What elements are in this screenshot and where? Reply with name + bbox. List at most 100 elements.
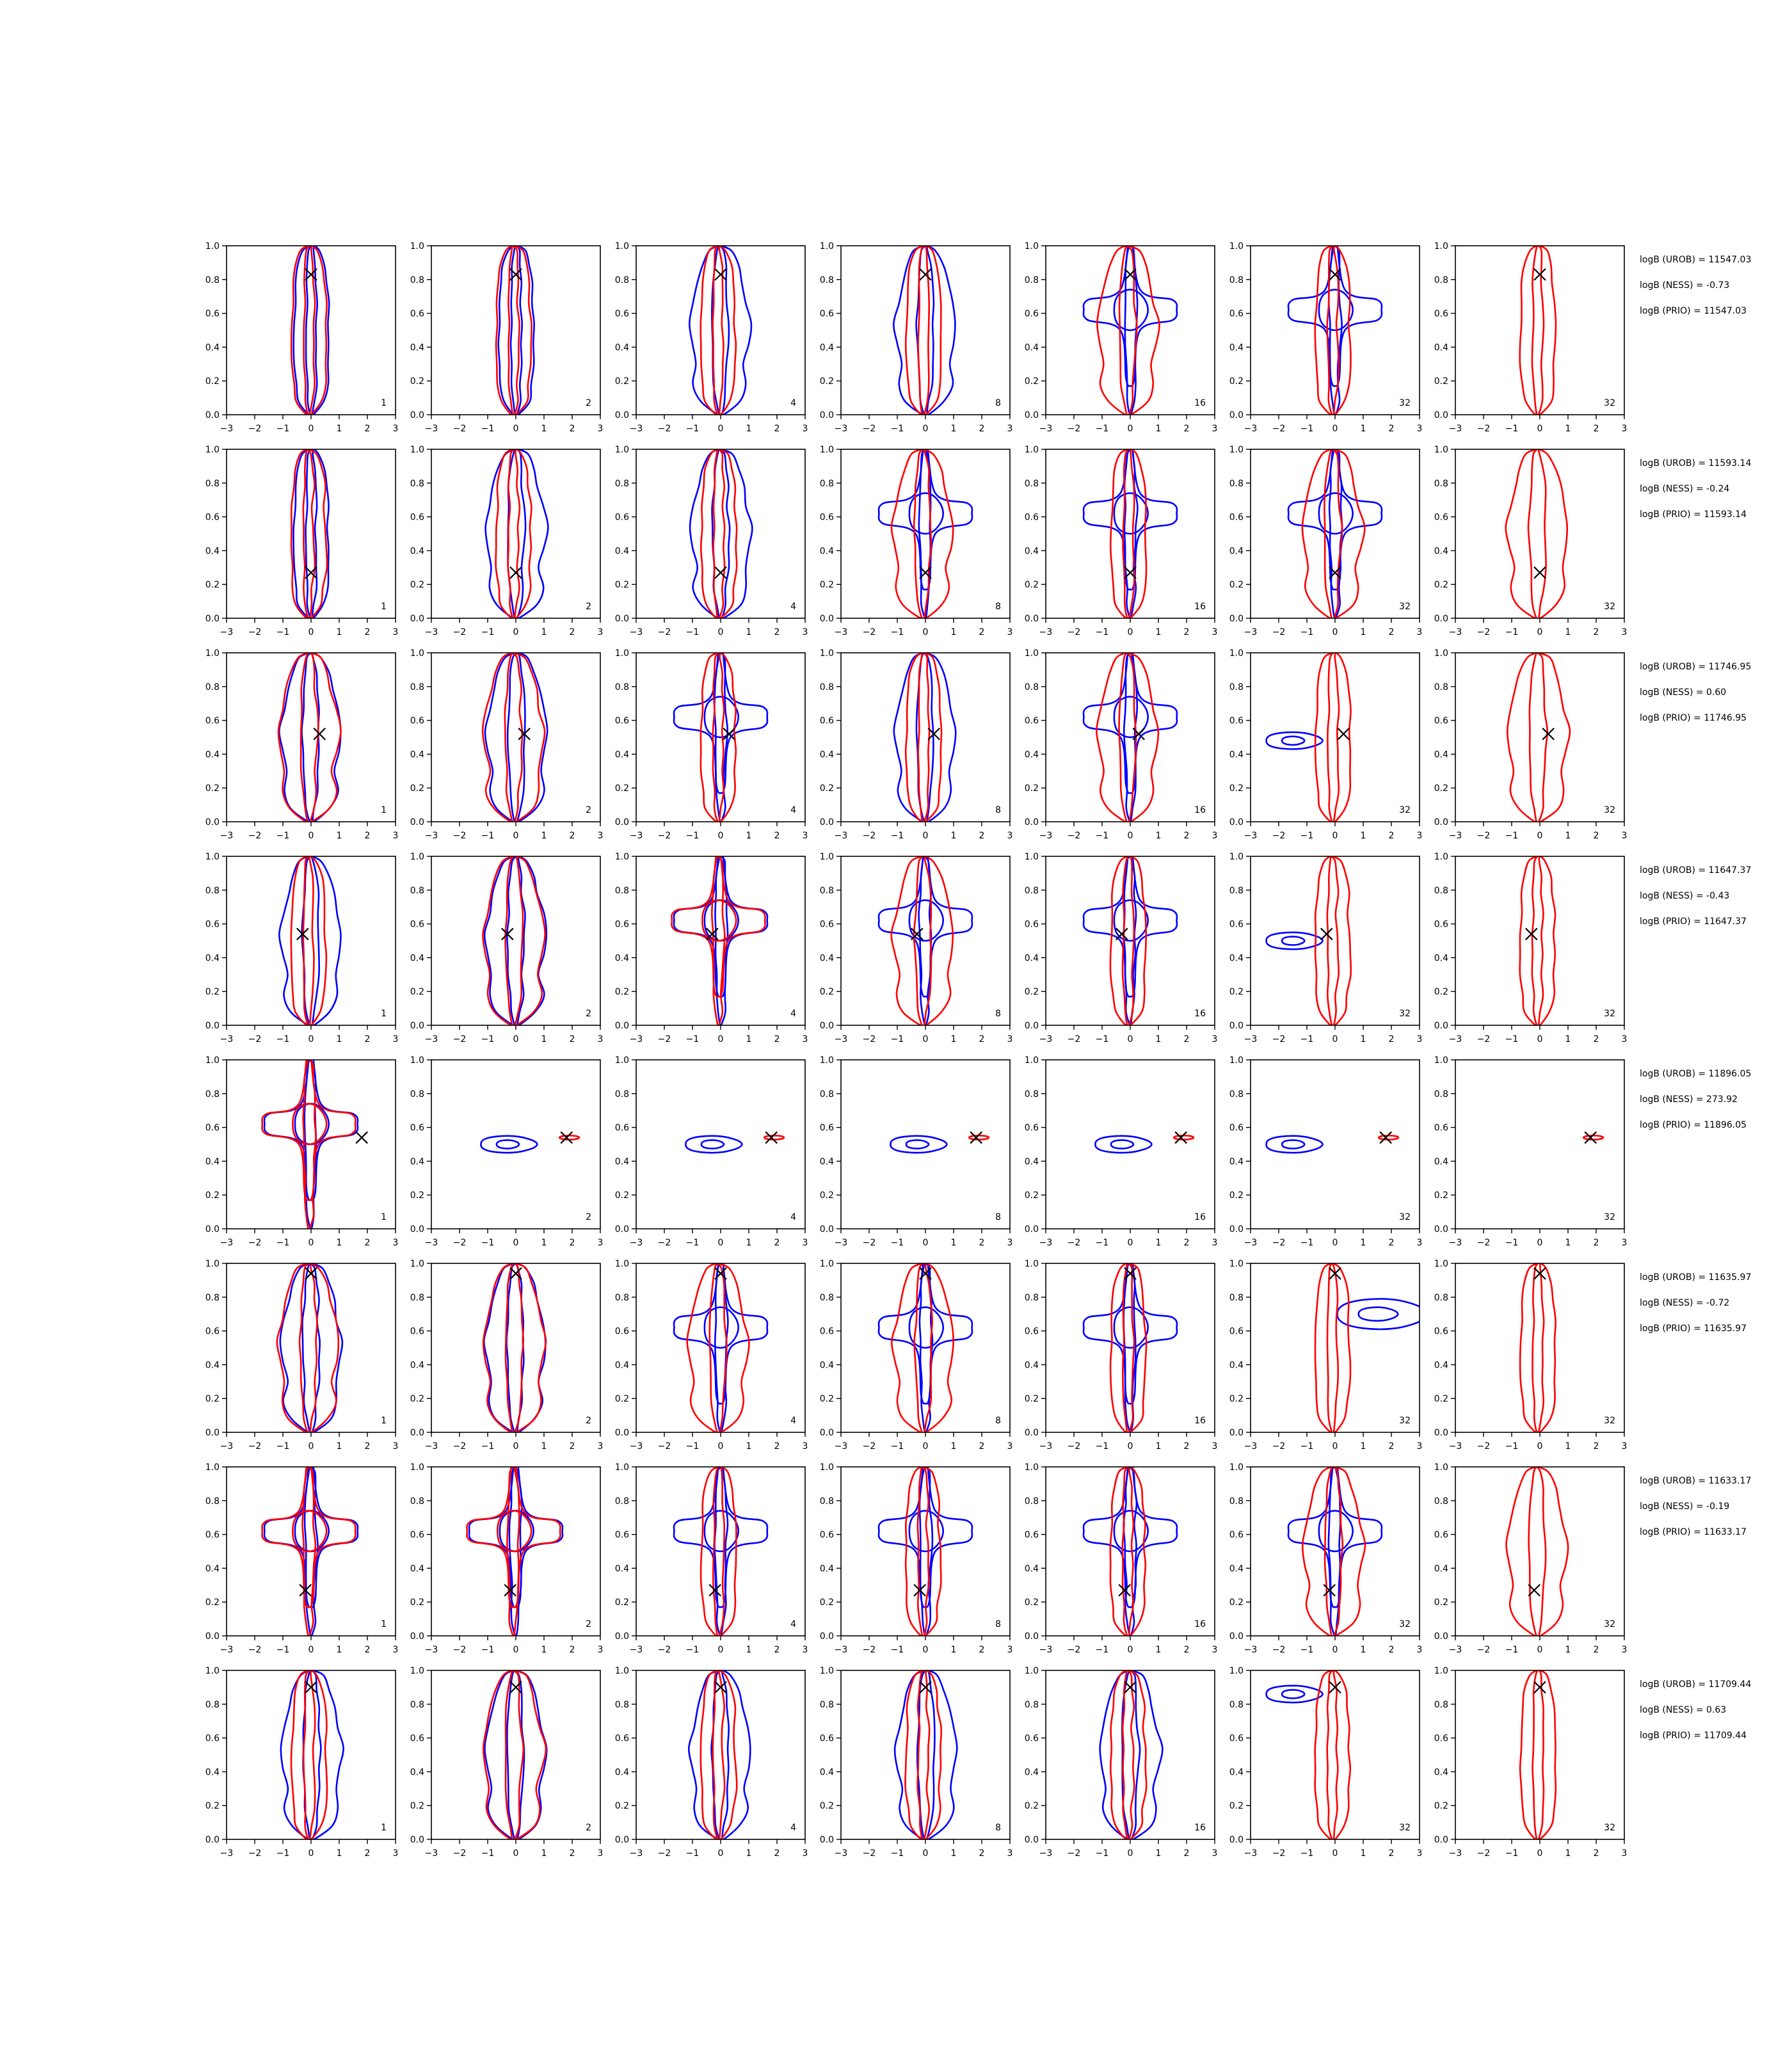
x-tick-label: 0 <box>1537 1034 1543 1044</box>
plot-area <box>1082 1467 1178 1636</box>
y-tick-label: 0.4 <box>1229 749 1244 760</box>
x-tick-label: 2 <box>1184 627 1190 637</box>
y-tick-label: 0.6 <box>1434 1734 1448 1744</box>
x-tick-label: 1 <box>1156 1441 1162 1452</box>
x-tick-label: 0 <box>923 1645 929 1655</box>
x-tick-label: −1 <box>686 1441 700 1452</box>
plot-area <box>482 1263 547 1432</box>
plot-area <box>484 449 549 618</box>
y-tick-label: 0.8 <box>820 1496 834 1507</box>
plot-area <box>1519 1670 1557 1839</box>
y-tick-label: 0.6 <box>1434 513 1448 523</box>
x-tick-label: −3 <box>1039 627 1053 637</box>
y-tick-label: 0.2 <box>205 1394 220 1404</box>
y-tick-label: 0.6 <box>820 716 834 726</box>
panel-r8-c7: −3 −2 −1 0 1 2 3 0.0 0.2 0.4 0.6 0.8 1.0 32 <box>1434 1666 1628 1859</box>
contour-red-1 <box>1301 1467 1366 1636</box>
x-tick-label: −2 <box>453 1848 467 1859</box>
y-tick-label: 0.6 <box>615 920 629 930</box>
x-tick-label: −2 <box>658 1848 671 1859</box>
x-tick-label: −1 <box>481 1848 495 1859</box>
y-tick-label: 1.0 <box>615 1462 629 1473</box>
contour-red-1 <box>290 449 328 618</box>
y-tick-label: 0.6 <box>615 513 629 523</box>
contour-red-2 <box>302 449 316 618</box>
y-tick-label: 0.0 <box>820 1224 834 1235</box>
x-tick-label: 3 <box>803 1238 808 1248</box>
y-tick-label: 0.6 <box>1025 1327 1039 1337</box>
contour-red-1 <box>1314 653 1352 822</box>
panel-r4-c5: −3 −2 −1 0 1 2 3 0.0 0.2 0.4 0.6 0.8 1.0 16 <box>1025 852 1218 1044</box>
panel-label: 4 <box>790 1619 796 1629</box>
contour-red-2 <box>1532 1263 1545 1432</box>
x-tick-label: −2 <box>1477 1034 1491 1044</box>
marker-x <box>765 1131 778 1144</box>
x-tick-label: −1 <box>891 1848 904 1859</box>
contour-red-2 <box>1326 1263 1340 1432</box>
contour-blue-1 <box>292 246 330 415</box>
x-tick-label: −2 <box>1068 831 1081 841</box>
y-tick-label: 0.6 <box>1025 513 1039 523</box>
x-tick-label: −3 <box>220 1848 234 1859</box>
axes-frame <box>840 245 1011 415</box>
x-tick-label: −1 <box>1300 1848 1314 1859</box>
y-tick-label: 0.6 <box>1229 309 1244 319</box>
logb-stat-2: logB (NESS) = 0.63 <box>1640 1705 1726 1715</box>
x-tick-label: 0 <box>513 1034 519 1044</box>
y-tick-label: 0.4 <box>820 1360 834 1370</box>
x-tick-label: 2 <box>1184 1848 1190 1859</box>
x-tick-label: 2 <box>979 831 985 841</box>
panel-label: 1 <box>381 1823 387 1833</box>
y-tick-label: 0.8 <box>1229 886 1244 896</box>
y-tick-label: 1.0 <box>1229 1462 1244 1473</box>
y-tick-label: 0.4 <box>1025 1360 1039 1370</box>
y-tick-label: 0.0 <box>1434 1428 1448 1438</box>
y-tick-label: 0.4 <box>615 953 629 963</box>
y-tick-label: 1.0 <box>1434 1462 1448 1473</box>
y-tick-label: 0.8 <box>205 479 220 489</box>
x-tick-label: −3 <box>425 1238 438 1248</box>
marker-x <box>1533 566 1546 579</box>
x-tick-label: 2 <box>1389 1848 1395 1859</box>
x-tick-label: −1 <box>1096 1238 1109 1248</box>
x-tick-label: 1 <box>951 424 957 434</box>
x-tick-label: 1 <box>746 627 752 637</box>
panel-label: 1 <box>381 805 387 815</box>
x-tick-label: 0 <box>1332 1848 1338 1859</box>
x-tick-label: 0 <box>718 1238 724 1248</box>
contour-red-2 <box>1324 449 1343 618</box>
marker-x <box>970 1131 982 1144</box>
marker-x <box>355 1131 368 1144</box>
panel-label: 32 <box>1399 805 1411 815</box>
y-tick-label: 0.2 <box>1025 783 1039 794</box>
logb-stat-2: logB (NESS) = -0.72 <box>1640 1298 1729 1308</box>
y-tick-label: 0.4 <box>205 546 220 556</box>
x-tick-label: 1 <box>1156 1645 1162 1655</box>
y-tick-label: 0.8 <box>1025 1089 1039 1100</box>
x-tick-label: −1 <box>891 627 904 637</box>
marker-x <box>509 268 522 281</box>
contour-blue-1 <box>673 1263 769 1405</box>
contour-blue-1 <box>484 653 548 822</box>
contour-blue-1 <box>1082 1263 1178 1405</box>
x-tick-label: −2 <box>453 1441 467 1452</box>
contour-blue-2 <box>305 449 318 618</box>
x-tick-label: 2 <box>979 1441 985 1452</box>
y-tick-label: 0.4 <box>410 749 424 760</box>
panel-label: 1 <box>381 1619 387 1629</box>
y-tick-label: 0.6 <box>1025 1123 1039 1133</box>
y-tick-label: 1.0 <box>410 1055 424 1066</box>
y-tick-label: 0.0 <box>820 1428 834 1438</box>
logb-stat-3: logB (PRIO) = 11896.05 <box>1640 1120 1747 1130</box>
x-tick-label: 2 <box>1594 627 1599 637</box>
contour-blue-2 <box>1281 1689 1306 1699</box>
y-tick-label: 0.4 <box>820 546 834 556</box>
y-tick-label: 0.2 <box>1229 1190 1244 1201</box>
y-tick-label: 0.0 <box>1434 1224 1448 1235</box>
panel-label: 32 <box>1604 1009 1615 1019</box>
y-tick-label: 0.6 <box>1229 1734 1244 1744</box>
y-tick-label: 0.6 <box>205 309 220 319</box>
y-tick-label: 0.8 <box>820 682 834 692</box>
x-tick-label: 1 <box>541 1034 547 1044</box>
panel-r4-c4: −3 −2 −1 0 1 2 3 0.0 0.2 0.4 0.6 0.8 1.0 8 <box>820 852 1013 1044</box>
